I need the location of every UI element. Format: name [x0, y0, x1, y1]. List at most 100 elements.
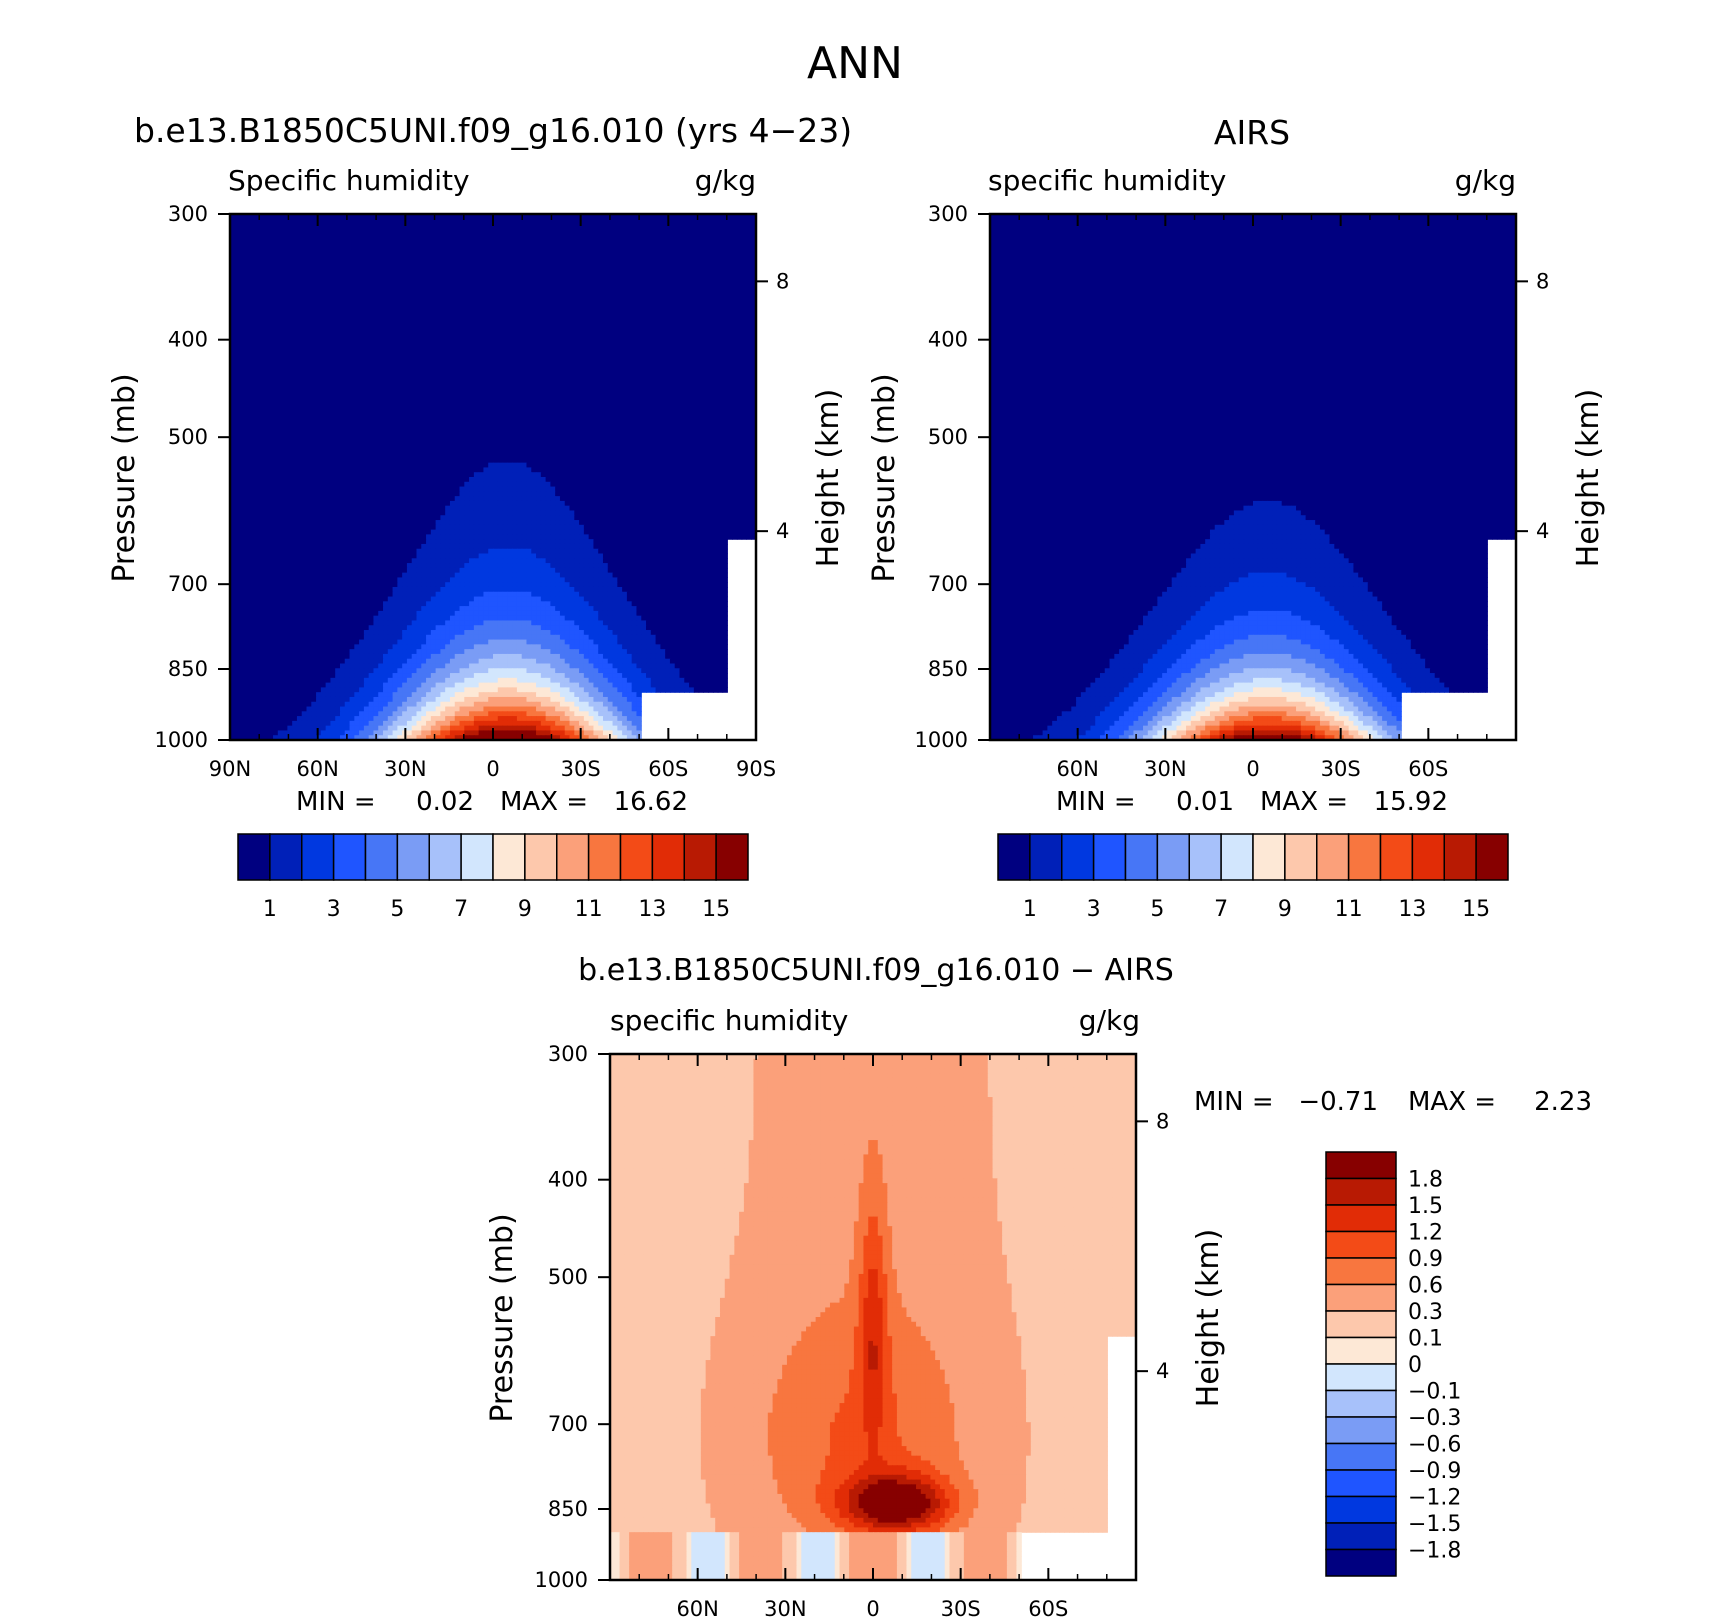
field-cell: [660, 353, 665, 358]
field-cell: [254, 348, 259, 353]
field-cell: [364, 219, 369, 224]
field-cell: [636, 324, 641, 329]
field-cell: [522, 396, 527, 401]
field-cell: [292, 357, 297, 362]
field-cell: [732, 310, 737, 315]
field-cell: [737, 381, 742, 386]
field-cell: [584, 353, 589, 358]
field-cell: [670, 300, 675, 305]
field-cell: [445, 338, 450, 343]
field-cell: [474, 410, 479, 415]
field-cell: [235, 247, 240, 252]
field-cell: [345, 257, 350, 262]
field-cell: [464, 228, 469, 233]
field-cell: [235, 334, 240, 339]
field-cell: [316, 357, 321, 362]
field-cell: [541, 224, 546, 229]
field-cell: [307, 348, 312, 353]
field-cell: [326, 367, 331, 372]
field-cell: [273, 295, 278, 300]
field-cell: [660, 357, 665, 362]
field-cell: [440, 357, 445, 362]
field-cell: [694, 286, 699, 291]
field-cell: [742, 372, 747, 377]
field-cell: [416, 381, 421, 386]
field-cell: [283, 400, 288, 405]
field-cell: [526, 286, 531, 291]
field-cell: [670, 267, 675, 272]
field-cell: [397, 343, 402, 348]
field-cell: [383, 252, 388, 257]
field-cell: [732, 257, 737, 262]
field-cell: [660, 295, 665, 300]
field-cell: [675, 262, 680, 267]
field-cell: [278, 228, 283, 233]
field-cell: [565, 381, 570, 386]
field-cell: [598, 362, 603, 367]
field-cell: [555, 238, 560, 243]
field-cell: [445, 291, 450, 296]
field-cell: [450, 329, 455, 334]
field-cell: [646, 386, 651, 391]
field-cell: [503, 243, 508, 248]
field-cell: [326, 372, 331, 377]
field-cell: [316, 415, 321, 420]
field-cell: [632, 271, 637, 276]
field-cell: [636, 300, 641, 305]
field-cell: [249, 424, 254, 429]
field-cell: [684, 357, 689, 362]
field-cell: [641, 338, 646, 343]
field-cell: [531, 400, 536, 405]
field-cell: [488, 295, 493, 300]
field-cell: [383, 224, 388, 229]
field-cell: [397, 405, 402, 410]
field-cell: [589, 410, 594, 415]
field-cell: [565, 410, 570, 415]
field-cell: [665, 310, 670, 315]
field-cell: [565, 343, 570, 348]
field-cell: [589, 343, 594, 348]
field-cell: [436, 243, 441, 248]
field-cell: [311, 319, 316, 324]
field-cell: [455, 219, 460, 224]
field-cell: [565, 362, 570, 367]
field-cell: [244, 391, 249, 396]
field-cell: [589, 367, 594, 372]
field-cell: [660, 410, 665, 415]
field-cell: [321, 271, 326, 276]
field-cell: [574, 300, 579, 305]
field-cell: [483, 381, 488, 386]
field-cell: [469, 362, 474, 367]
field-cell: [636, 238, 641, 243]
field-cell: [699, 324, 704, 329]
field-cell: [507, 271, 512, 276]
field-cell: [273, 362, 278, 367]
field-cell: [589, 243, 594, 248]
field-cell: [330, 362, 335, 367]
field-cell: [656, 400, 661, 405]
field-cell: [469, 262, 474, 267]
field-cell: [713, 367, 718, 372]
field-cell: [646, 420, 651, 425]
field-cell: [421, 391, 426, 396]
field-cell: [316, 291, 321, 296]
field-cell: [273, 247, 278, 252]
field-cell: [235, 295, 240, 300]
field-cell: [603, 391, 608, 396]
field-cell: [340, 391, 345, 396]
field-cell: [665, 286, 670, 291]
field-cell: [608, 267, 613, 272]
field-cell: [718, 295, 723, 300]
field-cell: [651, 314, 656, 319]
field-cell: [388, 276, 393, 281]
field-cell: [483, 367, 488, 372]
field-cell: [512, 377, 517, 382]
field-cell: [713, 420, 718, 425]
field-cell: [627, 305, 632, 310]
field-cell: [723, 276, 728, 281]
field-cell: [512, 224, 517, 229]
field-cell: [526, 329, 531, 334]
field-cell: [464, 338, 469, 343]
field-cell: [460, 310, 465, 315]
field-cell: [651, 424, 656, 429]
